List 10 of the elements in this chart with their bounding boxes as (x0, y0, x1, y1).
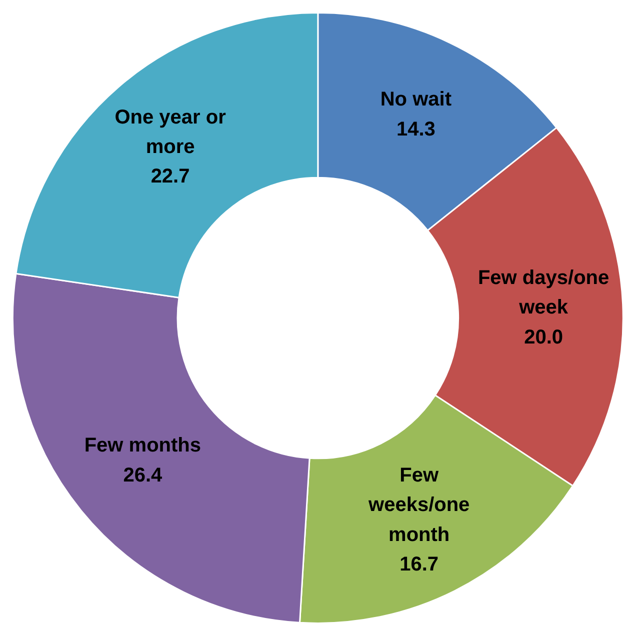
slice-label: Few months (84, 434, 202, 457)
slice-label: Few days/one week (478, 267, 610, 319)
slice-label: Few weeks/one month (368, 464, 470, 546)
data-label: 14.3 (396, 118, 436, 140)
slice-label: No wait (380, 88, 452, 111)
data-label: 16.7 (400, 554, 439, 576)
data-label: 22.7 (150, 166, 190, 188)
data-label: 20.0 (524, 326, 564, 348)
data-label: 26.4 (123, 464, 164, 486)
slice-label: One year or more (114, 106, 226, 158)
